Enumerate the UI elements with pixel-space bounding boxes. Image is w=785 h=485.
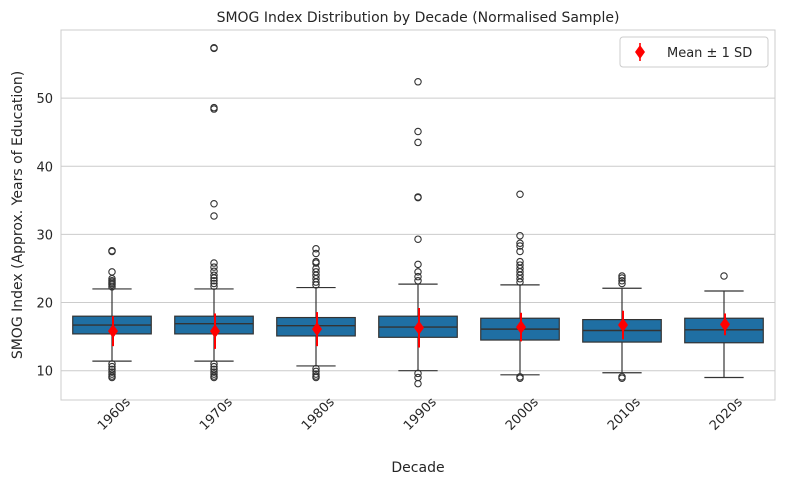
legend-label: Mean ± 1 SD [667, 46, 752, 61]
outlier-point [618, 374, 626, 382]
outlier-point [516, 242, 524, 250]
outlier-point [618, 274, 626, 282]
box-1970s [174, 43, 254, 382]
box-1980s [276, 244, 356, 382]
outlier-point [108, 247, 116, 255]
outlier-point [210, 263, 218, 271]
outlier-point [210, 368, 218, 376]
outlier-point [516, 232, 524, 240]
x-tick-labels: 1960s 1970s 1980s 1990s 2000s 2010s 2020s [95, 395, 746, 434]
outlier-point [108, 268, 116, 276]
outlier-point [210, 212, 218, 220]
outlier-point [210, 373, 218, 382]
outlier-point [312, 257, 320, 266]
outlier-point [312, 370, 320, 378]
y-tick-label: 50 [36, 92, 53, 107]
outlier-point [312, 364, 320, 373]
outlier-point [516, 261, 524, 269]
outlier-point [210, 360, 218, 368]
outlier-point [414, 235, 422, 243]
box-2010s [582, 272, 662, 382]
outlier-point [210, 43, 218, 52]
x-tick-label: 1990s [401, 395, 440, 434]
outlier-point [414, 78, 422, 86]
outlier-point [210, 370, 218, 378]
outlier-point [210, 279, 218, 288]
x-tick-label: 2020s [707, 395, 746, 434]
y-tick-labels: 10 20 30 40 50 [36, 92, 53, 380]
x-tick-label: 1960s [95, 395, 134, 434]
x-tick-label: 2010s [605, 395, 644, 434]
gridlines [61, 97, 775, 372]
box-1960s [72, 247, 152, 382]
outlier-point [210, 362, 218, 371]
mean-marker [312, 322, 322, 337]
outlier-point [414, 369, 422, 378]
outlier-point [108, 370, 116, 378]
outlier-point [414, 193, 422, 201]
chart-title: SMOG Index Distribution by Decade (Norma… [217, 10, 620, 26]
y-tick-label: 20 [36, 297, 53, 312]
mean-marker [720, 317, 730, 332]
mean-marker [618, 318, 628, 333]
mean-marker [516, 320, 526, 335]
outlier-point [108, 360, 116, 368]
outlier-point [618, 272, 626, 280]
outlier-point [516, 374, 524, 382]
legend-diamond-icon [635, 45, 645, 59]
outlier-point [516, 257, 524, 266]
outlier-point [210, 282, 218, 290]
outlier-point [618, 277, 626, 285]
outlier-point [516, 247, 524, 256]
outlier-point [414, 268, 422, 276]
mean-marker [210, 324, 220, 339]
box-2020s [684, 272, 764, 379]
legend: Mean ± 1 SD [619, 36, 769, 68]
outlier-point [516, 239, 524, 248]
outlier-point [414, 379, 422, 388]
outlier-point [516, 190, 524, 198]
x-axis-label: Decade [391, 460, 444, 476]
outlier-point [108, 373, 116, 382]
box-layer [72, 43, 764, 388]
x-tick-label: 2000s [503, 395, 542, 434]
y-tick-label: 30 [36, 228, 53, 243]
outlier-point [312, 249, 320, 258]
outlier-point [210, 277, 218, 285]
plot-frame [60, 29, 776, 401]
outlier-point [414, 373, 422, 382]
y-axis-label: SMOG Index (Approx. Years of Education) [10, 71, 26, 359]
legend-frame [619, 36, 769, 68]
outlier-point [720, 272, 728, 280]
outlier-point [210, 259, 218, 267]
outlier-point [108, 362, 116, 371]
box-2000s [480, 190, 560, 382]
outlier-point [312, 373, 320, 382]
x-tick-label: 1980s [299, 395, 338, 434]
outlier-point [210, 271, 218, 280]
outlier-point [414, 260, 422, 269]
mean-marker [108, 324, 118, 339]
outlier-point [414, 272, 422, 281]
outlier-point [312, 244, 320, 253]
box-1990s [378, 78, 458, 388]
outlier-point [312, 268, 320, 276]
outlier-point [108, 277, 116, 285]
outlier-point [414, 138, 422, 147]
y-tick-label: 40 [36, 160, 53, 175]
mean-marker [414, 320, 424, 335]
x-tick-label: 1970s [197, 395, 236, 434]
outlier-point [618, 279, 626, 288]
outlier-point [210, 103, 218, 112]
outlier-point [210, 200, 218, 208]
y-tick-label: 10 [36, 365, 53, 380]
outlier-point [414, 277, 422, 285]
outlier-point [108, 368, 116, 376]
outlier-point [414, 127, 422, 136]
outlier-point [210, 267, 218, 275]
